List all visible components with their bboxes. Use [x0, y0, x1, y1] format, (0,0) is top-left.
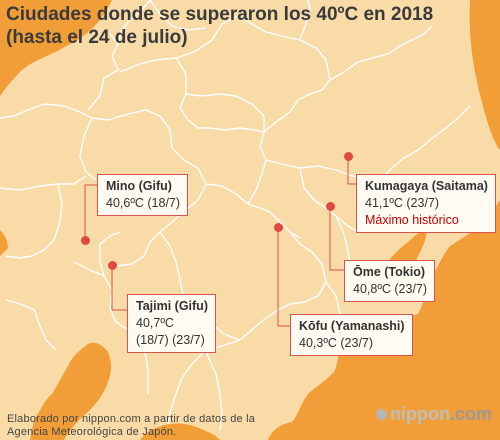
sea-north-east [469, 0, 500, 150]
bay-ise [30, 342, 111, 440]
callout-mino: Mino (Gifu) 40,6ºC (18/7) [97, 174, 189, 216]
city-temperature: 40,8ºC (23/7) [353, 282, 428, 296]
callout-tajimi: Tajimi (Gifu) 40,7ºC (18/7) (23/7) [127, 294, 216, 353]
city-temperature: 41,1ºC (23/7) [365, 196, 440, 210]
marker-kofu [273, 222, 283, 232]
marker-mino [80, 235, 90, 245]
leader-line-ome [329, 206, 344, 271]
bay-mikawa [140, 423, 220, 440]
map-title-line2: (hasta el 24 de julio) [6, 27, 188, 48]
city-temperature: 40,7ºC [136, 316, 174, 330]
city-name: Tajimi (Gifu) [136, 299, 208, 313]
sea-south-east [268, 200, 500, 440]
callout-kumagaya: Kumagaya (Saitama) 41,1ºC (23/7) Máximo … [356, 174, 496, 233]
marker-tajimi [107, 260, 117, 270]
source-note: Elaborado por nippon.com a partir de dat… [7, 413, 255, 439]
city-name: Kumagaya (Saitama) [365, 179, 488, 193]
record-label: Máximo histórico [365, 213, 459, 227]
sea-north-west [0, 0, 112, 96]
city-temperature: 40,3ºC (23/7) [299, 336, 374, 350]
city-dates: (18/7) (23/7) [136, 333, 205, 347]
city-temperature: 40,6ºC (18/7) [106, 196, 181, 210]
city-name: Ōme (Tokio) [353, 265, 425, 279]
brand-tld: .com [449, 404, 492, 424]
prefecture-borders [0, 0, 471, 431]
leader-line-kumagaya [347, 156, 356, 185]
marker-ome [325, 201, 335, 211]
marker-kumagaya [343, 151, 353, 161]
brand-word: nippon [390, 404, 450, 424]
city-name: Kōfu (Yamanashi) [299, 319, 405, 333]
source-note-line1: Elaborado por nippon.com a partir de dat… [7, 413, 256, 425]
logo-dot-icon [376, 409, 387, 420]
leader-line-tajimi [111, 265, 127, 311]
map-title-line1: Ciudades donde se superaron los 40ºC en … [6, 4, 434, 25]
callout-ome: Ōme (Tokio) 40,8ºC (23/7) [344, 260, 436, 302]
callout-kofu: Kōfu (Yamanashi) 40,3ºC (23/7) [290, 314, 413, 356]
brand-logo: nippon .com [376, 404, 492, 425]
source-note-line2: Agencia Meteorológica de Japón. [7, 426, 177, 438]
city-name: Mino (Gifu) [106, 179, 172, 193]
map-title: Ciudades donde se superaron los 40ºC en … [6, 3, 433, 49]
leader-line-kofu [277, 227, 290, 327]
sea-west [0, 230, 8, 256]
leader-line-mino [84, 184, 97, 240]
